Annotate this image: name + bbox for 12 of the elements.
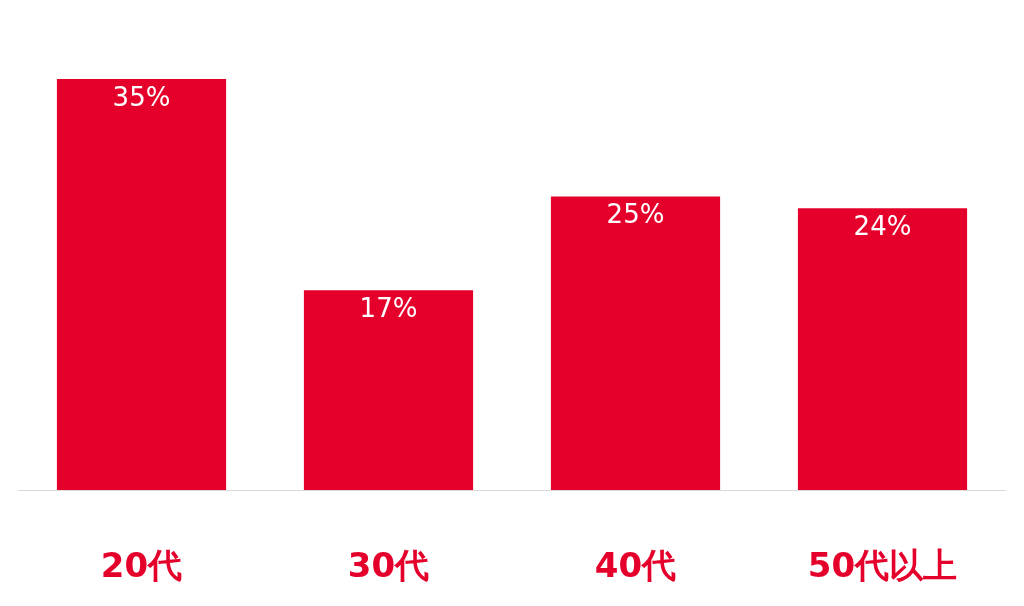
- data-label: 25%: [606, 199, 665, 230]
- bar: [797, 208, 968, 490]
- x-tick-label: 20代: [100, 544, 183, 585]
- data-label: 17%: [359, 293, 418, 324]
- x-tick-label: 40代: [594, 544, 677, 585]
- x-tick-label: 50代以上: [807, 544, 958, 585]
- bar: [56, 79, 227, 490]
- x-tick-label: 30代: [347, 544, 430, 585]
- data-label: 24%: [853, 211, 912, 242]
- data-label: 35%: [112, 82, 171, 112]
- bar: [303, 290, 474, 490]
- bar: [550, 196, 721, 490]
